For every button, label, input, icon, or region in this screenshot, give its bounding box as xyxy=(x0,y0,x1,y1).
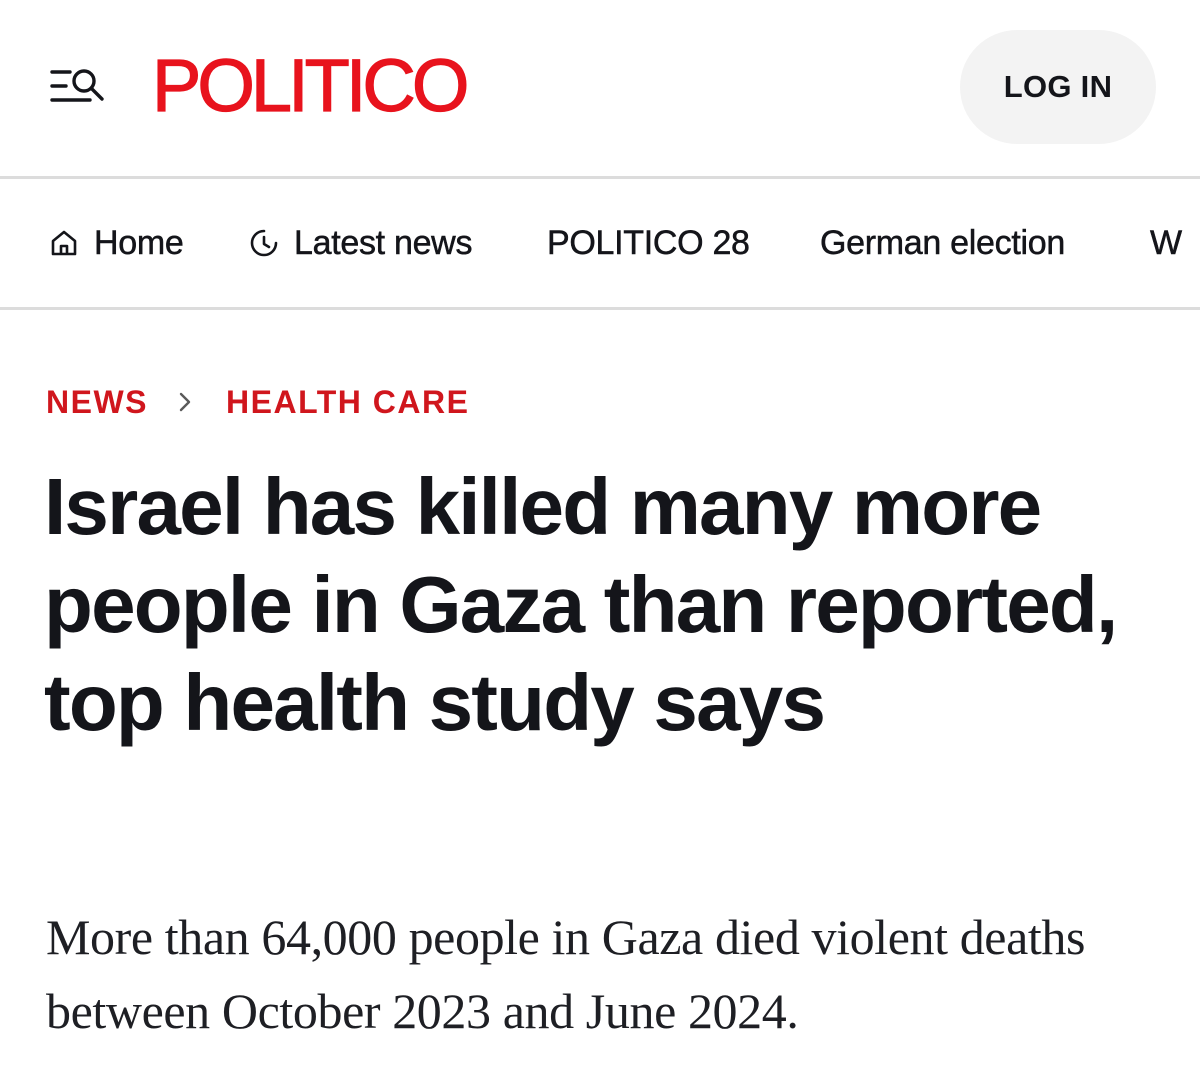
politico-logo[interactable]: POLITICO xyxy=(151,44,470,127)
home-icon xyxy=(48,227,80,259)
article-dek: More than 64,000 people in Gaza died vio… xyxy=(46,909,1086,1039)
nav-item-truncated[interactable]: W xyxy=(1150,221,1183,265)
login-button[interactable]: LOG IN xyxy=(960,30,1156,144)
section-nav: Home Latest news POLITICO 28 German elec… xyxy=(0,179,1200,307)
chevron-right-icon xyxy=(178,390,192,414)
nav-item-home[interactable]: Home xyxy=(48,221,184,265)
breadcrumb-news[interactable]: NEWS xyxy=(46,383,148,420)
article-headline: Israel has killed many more people in Ga… xyxy=(44,462,1118,747)
menu-search-icon[interactable] xyxy=(50,64,106,108)
nav-item-label: W xyxy=(1150,223,1183,262)
nav-item-latest-news[interactable]: Latest news xyxy=(248,221,473,265)
nav-item-label: POLITICO 28 xyxy=(547,223,750,262)
nav-divider xyxy=(0,307,1200,310)
breadcrumb-health-care[interactable]: HEALTH CARE xyxy=(226,383,470,420)
clock-icon xyxy=(248,227,280,259)
header-divider xyxy=(0,176,1200,179)
nav-item-german-election[interactable]: German election xyxy=(820,221,1066,265)
nav-item-label: German election xyxy=(820,223,1066,262)
nav-item-label: Home xyxy=(94,223,184,262)
site-header: POLITICO LOG IN xyxy=(0,0,1200,176)
nav-item-label: Latest news xyxy=(294,223,473,262)
breadcrumb: NEWS HEALTH CARE xyxy=(46,380,469,424)
nav-item-politico-28[interactable]: POLITICO 28 xyxy=(547,221,750,265)
